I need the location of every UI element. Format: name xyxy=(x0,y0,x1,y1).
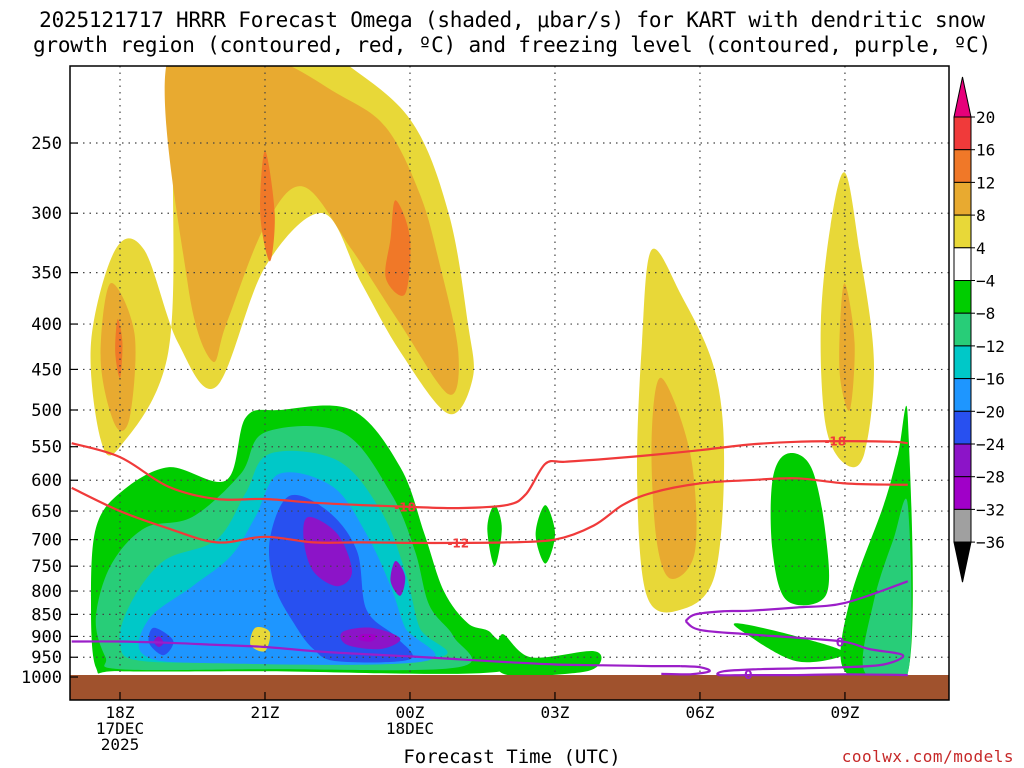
y-tick-label-500: 500 xyxy=(31,401,62,421)
colorbar-under-arrow xyxy=(953,541,972,583)
isotherm-contour-5 xyxy=(684,620,908,677)
colorbar-label-2: 12 xyxy=(976,173,995,192)
x-tick-label-0-1: 17DEC xyxy=(96,719,144,738)
omega-region-8 xyxy=(385,200,411,296)
isotherm-label-5-0: 0 xyxy=(836,635,844,649)
x-tick-label-12-0: 06Z xyxy=(686,703,715,722)
colorbar-label-7: −12 xyxy=(976,337,1005,356)
x-tick-label-15-0: 09Z xyxy=(830,703,859,722)
x-tick-label-0-0: 18Z xyxy=(106,703,135,722)
x-tick-label-9-0: 03Z xyxy=(541,703,570,722)
x-tick-label-3-0: 21Z xyxy=(251,703,280,722)
omega-region-17 xyxy=(862,498,912,688)
isotherm-label-0-1: -18 xyxy=(824,435,846,449)
colorbar-band-6 xyxy=(953,312,972,347)
omega-region-15 xyxy=(733,623,845,663)
colorbar: 20 16 12 8 4 −4 −8 −12 −16 −20 −24 −28 −32 −36 xyxy=(953,76,1005,583)
colorbar-label-13: −36 xyxy=(976,533,1005,552)
y-tick-label-900: 900 xyxy=(31,627,62,647)
colorbar-label-9: −20 xyxy=(976,402,1005,421)
omega-region-13 xyxy=(770,452,830,606)
colorbar-band-12 xyxy=(953,508,972,543)
omega-region-12 xyxy=(535,505,555,564)
plot-frame xyxy=(69,65,950,701)
isotherm-contour-4 xyxy=(684,580,909,623)
contour-layer: -18 -18 -12 0 0 xyxy=(71,435,909,682)
y-tick-label-650: 650 xyxy=(31,502,62,522)
omega-region-5 xyxy=(651,377,697,580)
y-tick-label-750: 750 xyxy=(31,557,62,577)
y-tick-label-400: 400 xyxy=(31,315,62,335)
isotherm-contour-1 xyxy=(71,477,908,545)
isotherm-contour-3 xyxy=(661,665,711,676)
x-tick-label-0-2: 2025 xyxy=(101,735,140,754)
omega-region-7 xyxy=(260,150,275,262)
y-tick-label-950: 950 xyxy=(31,648,62,668)
x-tick-label-6-0: 00Z xyxy=(396,703,425,722)
colorbar-label-6: −8 xyxy=(976,304,995,323)
colorbar-band-10 xyxy=(953,443,972,478)
omega-region-28 xyxy=(487,505,502,567)
colorbar-label-1: 16 xyxy=(976,141,995,160)
colorbar-band-8 xyxy=(953,378,972,412)
omega-region-24 xyxy=(390,560,406,596)
y-tick-label-550: 550 xyxy=(31,438,62,458)
y-tick-label-350: 350 xyxy=(31,264,62,284)
y-tick-label-250: 250 xyxy=(31,134,62,154)
chart-title: 2025121717 HRRR Forecast Omega (shaded, … xyxy=(0,8,1024,58)
isotherm-label-1-0: -12 xyxy=(447,536,469,550)
colorbar-band-2 xyxy=(953,181,972,216)
isotherm-label-0-0: -18 xyxy=(394,500,416,514)
colorbar-label-3: 8 xyxy=(976,206,986,225)
colorbar-label-12: −32 xyxy=(976,500,1005,519)
omega-region-22 xyxy=(303,516,352,587)
omega-region-9 xyxy=(115,319,123,378)
colorbar-band-3 xyxy=(953,214,972,249)
y-tick-label-600: 600 xyxy=(31,471,62,491)
colorbar-band-4 xyxy=(953,247,972,282)
title-line-1: 2025121717 HRRR Forecast Omega (shaded, … xyxy=(39,8,985,32)
ground-surface xyxy=(70,675,949,700)
isotherm-contour-0 xyxy=(71,439,908,510)
y-tick-label-850: 850 xyxy=(31,605,62,625)
colorbar-band-11 xyxy=(953,476,972,510)
y-axis: 2503003504004505005506006507007508008509… xyxy=(21,134,78,688)
colorbar-label-8: −16 xyxy=(976,370,1005,389)
colorbar-over-arrow xyxy=(953,76,972,118)
colorbar-label-5: −4 xyxy=(976,272,995,291)
isotherm-contour-2 xyxy=(71,640,681,668)
credit-link[interactable]: coolwx.com/models xyxy=(841,747,1014,766)
ground-layer xyxy=(70,675,949,700)
colorbar-band-0 xyxy=(953,116,972,151)
title-line-2: growth region (contoured, red, ºC) and f… xyxy=(32,33,992,57)
colorbar-label-4: 4 xyxy=(976,239,986,258)
colorbar-band-7 xyxy=(953,345,972,380)
colorbar-label-0: 20 xyxy=(976,108,995,127)
omega-region-3 xyxy=(164,66,459,395)
x-tick-label-6-1: 18DEC xyxy=(386,719,434,738)
y-tick-label-300: 300 xyxy=(31,204,62,224)
colorbar-band-5 xyxy=(953,280,972,314)
colorbar-label-11: −28 xyxy=(976,468,1005,487)
y-tick-label-800: 800 xyxy=(31,582,62,602)
colorbar-band-1 xyxy=(953,149,972,183)
colorbar-label-10: −24 xyxy=(976,435,1005,454)
y-tick-label-1000: 1000 xyxy=(21,668,62,688)
colorbar-band-9 xyxy=(953,410,972,445)
y-tick-label-450: 450 xyxy=(31,360,62,380)
omega-region-6 xyxy=(839,283,855,411)
isotherm-label-5-1: 0 xyxy=(744,668,752,682)
y-tick-label-700: 700 xyxy=(31,531,62,551)
x-axis-label: Forecast Time (UTC) xyxy=(403,746,621,768)
